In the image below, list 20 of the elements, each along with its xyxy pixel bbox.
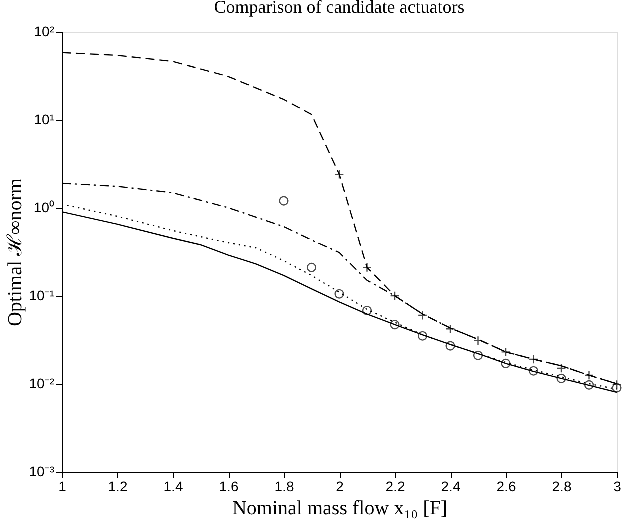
x-tick-label: 2 bbox=[336, 478, 344, 494]
x-tick-label: 1.2 bbox=[108, 478, 128, 494]
x-tick-label: 1.8 bbox=[274, 478, 294, 494]
x-tick-label: 1.4 bbox=[164, 478, 184, 494]
y-tick-label: 10⁻³ bbox=[29, 464, 55, 480]
y-tick-label: 10² bbox=[34, 24, 55, 40]
x-axis-title: Nominal mass flow x₁₀ [F] bbox=[232, 498, 448, 520]
x-tick-label: 2.8 bbox=[552, 478, 572, 494]
y-axis-title: Optimal ℋ∞norm bbox=[4, 178, 26, 327]
x-tick-label: 2.6 bbox=[496, 478, 516, 494]
y-tick-label: 10¹ bbox=[34, 112, 55, 128]
chart-title: Comparison of candidate actuators bbox=[214, 0, 465, 17]
x-tick-label: 3 bbox=[614, 478, 622, 494]
x-tick-label: 1.6 bbox=[219, 478, 239, 494]
x-tick-label: 2.2 bbox=[386, 478, 406, 494]
y-tick-label: 10⁰ bbox=[34, 200, 54, 216]
y-tick-label: 10⁻¹ bbox=[29, 288, 55, 304]
x-tick-label: 1 bbox=[58, 478, 67, 494]
x-tick-label: 2.4 bbox=[441, 478, 461, 494]
y-tick-label: 10⁻² bbox=[29, 376, 55, 392]
